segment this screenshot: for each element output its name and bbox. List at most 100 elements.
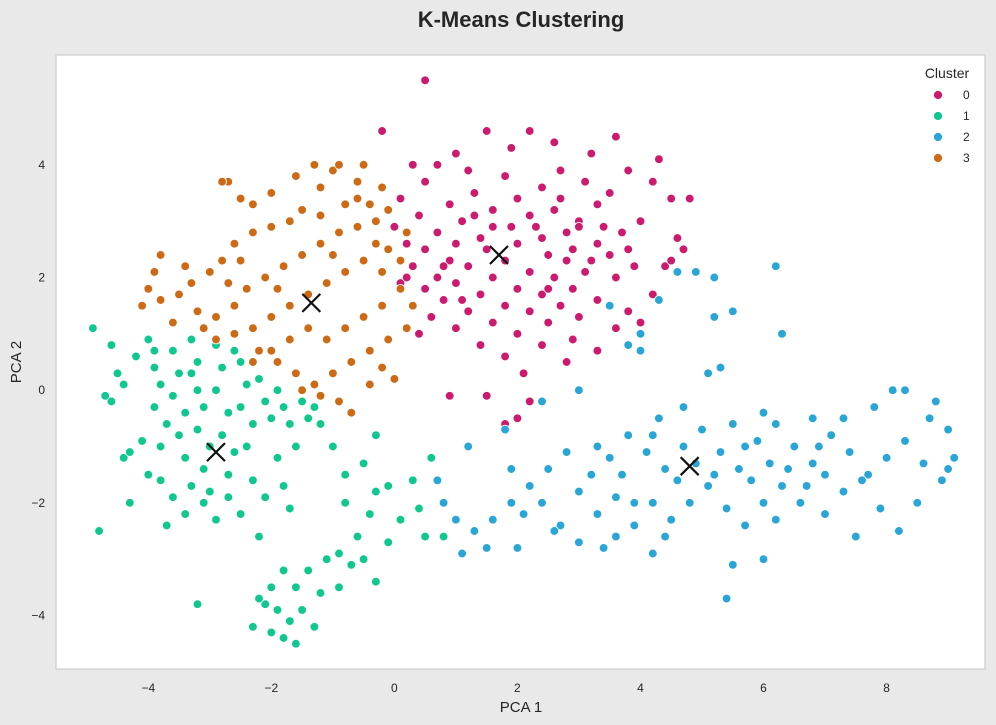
data-point-cluster-3 — [321, 278, 332, 288]
data-point-cluster-0 — [592, 345, 603, 356]
data-point-cluster-0 — [543, 250, 554, 260]
data-point-cluster-0 — [432, 159, 443, 170]
data-point-cluster-3 — [235, 193, 246, 204]
data-point-cluster-1 — [309, 621, 320, 632]
data-point-cluster-2 — [727, 419, 738, 429]
data-point-cluster-0 — [426, 312, 437, 322]
data-point-cluster-2 — [463, 441, 474, 452]
data-point-cluster-1 — [334, 548, 344, 559]
data-point-cluster-2 — [469, 526, 480, 536]
data-point-cluster-2 — [487, 514, 498, 525]
data-point-cluster-3 — [315, 390, 326, 401]
data-point-cluster-0 — [487, 272, 498, 283]
data-point-cluster-0 — [604, 250, 615, 260]
data-point-cluster-1 — [192, 599, 203, 610]
data-point-cluster-2 — [777, 481, 787, 491]
data-point-cluster-2 — [660, 531, 670, 542]
y-axis-label: PCA 2 — [8, 341, 25, 384]
data-point-cluster-2 — [647, 497, 658, 508]
data-point-cluster-2 — [512, 543, 523, 553]
data-point-cluster-0 — [463, 261, 474, 272]
y-tick-label: 2 — [38, 271, 45, 285]
data-point-cluster-1 — [346, 559, 357, 570]
data-point-cluster-0 — [512, 283, 523, 294]
data-point-cluster-0 — [654, 154, 664, 165]
data-point-cluster-1 — [112, 368, 123, 379]
data-point-cluster-2 — [604, 452, 615, 463]
data-point-cluster-1 — [315, 419, 326, 429]
data-point-cluster-1 — [124, 447, 135, 457]
centroid-marker-2 — [679, 456, 700, 476]
y-tick-label: −2 — [31, 496, 45, 510]
data-point-cluster-1 — [223, 492, 234, 503]
data-point-cluster-1 — [235, 509, 246, 519]
data-point-cluster-3 — [352, 193, 363, 204]
data-point-cluster-3 — [192, 306, 203, 317]
data-point-cluster-2 — [727, 559, 738, 570]
data-point-cluster-2 — [709, 469, 720, 480]
data-point-cluster-2 — [734, 464, 744, 474]
chart-title: K-Means Clustering — [418, 7, 625, 32]
data-point-cluster-0 — [512, 193, 523, 204]
data-point-cluster-0 — [451, 148, 461, 159]
data-point-cluster-3 — [229, 328, 240, 339]
data-point-cluster-0 — [543, 283, 554, 294]
data-point-cluster-3 — [204, 267, 215, 277]
data-point-cluster-0 — [506, 221, 517, 232]
data-point-cluster-2 — [727, 306, 738, 317]
x-tick-label: −4 — [141, 681, 155, 695]
legend-title: Cluster — [925, 65, 970, 81]
data-point-cluster-3 — [186, 278, 197, 288]
data-point-cluster-2 — [629, 497, 640, 508]
data-point-cluster-1 — [235, 402, 246, 412]
data-point-cluster-2 — [783, 464, 793, 474]
data-point-cluster-2 — [820, 509, 830, 519]
data-point-cluster-1 — [118, 379, 129, 390]
data-point-cluster-3 — [137, 300, 147, 311]
plot-area — [55, 54, 986, 670]
data-point-cluster-0 — [678, 244, 689, 255]
data-point-cluster-2 — [937, 475, 947, 486]
data-point-cluster-3 — [254, 345, 264, 356]
data-point-cluster-1 — [204, 486, 215, 497]
data-point-cluster-1 — [211, 514, 221, 525]
data-point-cluster-2 — [764, 458, 775, 469]
data-point-cluster-2 — [537, 497, 547, 508]
data-point-cluster-0 — [481, 244, 492, 255]
data-point-cluster-2 — [887, 385, 898, 396]
data-point-cluster-1 — [272, 385, 283, 396]
data-point-cluster-2 — [641, 447, 652, 457]
data-point-cluster-1 — [192, 424, 203, 435]
data-point-cluster-2 — [900, 436, 910, 446]
data-point-cluster-0 — [420, 244, 430, 255]
data-point-cluster-3 — [358, 255, 369, 266]
data-point-cluster-3 — [383, 205, 394, 215]
data-point-cluster-2 — [943, 424, 953, 435]
data-point-cluster-0 — [567, 283, 578, 294]
data-point-cluster-1 — [297, 396, 307, 407]
data-point-cluster-0 — [512, 328, 523, 339]
data-point-cluster-1 — [371, 430, 381, 441]
data-point-cluster-1 — [192, 385, 203, 396]
data-point-cluster-1 — [383, 537, 394, 548]
data-point-cluster-3 — [248, 357, 258, 367]
data-point-cluster-0 — [567, 244, 578, 255]
data-point-cluster-1 — [168, 345, 178, 356]
data-point-cluster-2 — [758, 407, 769, 418]
data-point-cluster-0 — [500, 351, 510, 362]
data-point-cluster-3 — [297, 250, 307, 260]
data-point-cluster-2 — [709, 312, 720, 322]
data-point-cluster-0 — [611, 272, 621, 283]
data-point-cluster-3 — [149, 267, 160, 277]
data-point-cluster-1 — [186, 334, 197, 345]
data-point-cluster-1 — [217, 430, 227, 441]
data-point-cluster-1 — [100, 390, 111, 401]
data-point-cluster-1 — [248, 621, 258, 632]
data-point-cluster-1 — [248, 419, 258, 429]
data-point-cluster-1 — [272, 605, 283, 615]
data-point-cluster-0 — [623, 244, 634, 255]
data-point-cluster-0 — [586, 255, 597, 266]
data-point-cluster-0 — [469, 188, 480, 198]
data-point-cluster-0 — [617, 227, 627, 238]
